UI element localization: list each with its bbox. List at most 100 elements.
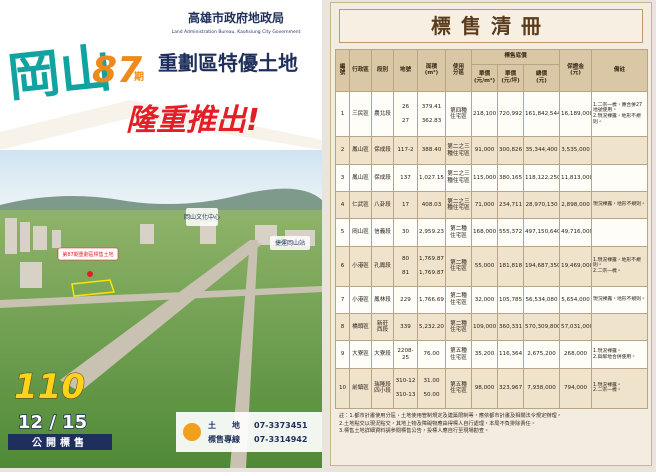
event-bar — [8, 434, 112, 450]
table-cell: 第二種 住宅區 — [445, 245, 472, 287]
event: 公開標售 — [32, 436, 88, 449]
table-cell — [591, 163, 649, 193]
table-row: 6 小港區 孔鳳段 80 81 1,769.87 1,769.87 第二種 住宅區 55,0… — [335, 245, 649, 287]
header-cell: 備註 — [591, 49, 649, 92]
header-cell: 單價 (元/坪) — [497, 63, 524, 92]
table-cell: 1 — [335, 90, 350, 138]
pin — [87, 271, 93, 277]
header-row: 編號 行政區 段別 地號 面積 (m²) 使用 分區 標售底價 保證金 (元) 備註 — [335, 49, 649, 92]
table-cell: 360,331 — [497, 313, 524, 342]
table-cell: 1,766.69 — [417, 285, 446, 315]
table-cell: 第五種 住宅區 — [445, 340, 472, 369]
table-row: 7 小港區 鳳林段 229 1,766.69 第二種 住宅區 32,000 105,785 56… — [335, 285, 649, 315]
table-cell: 300,826 — [497, 136, 524, 165]
table-cell: 234,711 — [497, 191, 524, 220]
table-cell: 268,000 — [559, 340, 593, 369]
table-cell: 5,232.20 — [417, 313, 446, 342]
table-cell: 2 — [335, 136, 350, 165]
table-cell: 7 — [335, 285, 350, 315]
table-row: 10 前鎮區 瑞隆段 四小段 310-12 310-13 31.00 50.00 第五種 … — [335, 367, 649, 410]
table-cell: 30 — [393, 218, 418, 247]
table-cell: 35,200 — [471, 340, 498, 369]
table-cell: 三民區 — [349, 90, 372, 138]
table-cell: 115,000 — [471, 163, 498, 193]
table-cell: 1.二宗一標，應合併27地號使用。 2.現況裸露，地形不規則。 — [591, 90, 649, 138]
table-cell: 仁武區 — [349, 191, 372, 220]
table-cell: 6 — [335, 245, 350, 287]
price-list: 標售清冊 編號 行政區 段別 地號 面積 (m²) 使用 分區 標售底價 保證金 (元) 備註單… — [330, 2, 652, 466]
table-cell: 11,813,000 — [559, 163, 593, 193]
table-row: 2 鳳山區 保成段 117-2 388.40 第二之三 種住宅區 91,000 300,826… — [335, 136, 649, 165]
table-cell: 保成段 — [371, 163, 394, 193]
table-cell: 388.40 — [417, 136, 446, 165]
table-cell: 310-12 310-13 — [393, 367, 418, 410]
table-cell: 鳳山區 — [349, 136, 372, 165]
table-cell: 117-2 — [393, 136, 418, 165]
table-cell: 218,100 — [471, 90, 498, 138]
table-cell: 第二之三 種住宅區 — [445, 191, 472, 220]
table-cell — [591, 313, 649, 342]
header-cell: 使用 分區 — [445, 49, 472, 92]
table-cell: 49,716,000 — [559, 218, 593, 247]
agency-en: Land Administration Bureau, Kaohsiung Ci… — [172, 29, 301, 35]
table-cell: 2,898,000 — [559, 191, 593, 220]
table-cell: 保成段 — [371, 136, 394, 165]
table-cell: 1.現況裸露。 2.與鄰地合併使用。 — [591, 340, 649, 369]
table-row: 3 鳳山區 保成段 137 1,027.15 第二之三 種住宅區 115,000 380,16… — [335, 163, 649, 193]
label-box — [186, 208, 218, 226]
table-cell: 2,959.23 — [417, 218, 446, 247]
phone-icon — [183, 423, 201, 441]
year: 110 — [14, 367, 85, 407]
group-header: 標售底價 — [470, 49, 561, 65]
price-table: 編號 行政區 段別 地號 面積 (m²) 使用 分區 標售底價 保證金 (元) 備註 單價 (元/… — [335, 49, 649, 410]
table-cell: 32,000 — [471, 285, 498, 315]
map-label: 岡山文化中心 — [184, 213, 220, 221]
road — [230, 240, 258, 468]
table-cell: 孔鳳段 — [371, 245, 394, 287]
table-cell: 2,675,200 — [522, 340, 561, 369]
table-cell: 137 — [393, 163, 418, 193]
table-cell: 瑞隆段 四小段 — [371, 367, 394, 410]
table-row: 5 岡山區 信義段 30 2,959.23 第二種 住宅區 168,000 555,372 49… — [335, 218, 649, 247]
header-row: 單價 (元/m²) 單價 (元/坪) 總價 (元) — [336, 63, 648, 92]
table-cell: 現況裸露，地形不規則。 — [591, 191, 649, 220]
table-cell: 80 81 — [393, 245, 418, 287]
table-cell: 497,150,640 — [522, 218, 561, 247]
table-cell: 第二之三 種住宅區 — [445, 136, 472, 165]
table-cell: 323,967 — [497, 367, 524, 410]
land-plot — [71, 279, 116, 297]
table-cell: 31.00 50.00 — [417, 367, 446, 410]
table-cell: 109,000 — [471, 313, 498, 342]
table-cell: 118,122,250 — [522, 163, 561, 193]
table-cell: 116,364 — [497, 340, 524, 369]
table-cell: 信義段 — [371, 218, 394, 247]
table-cell: 229 — [393, 285, 418, 315]
table-cell: 161,842,544 — [522, 90, 561, 138]
header-cell: 總價 (元) — [522, 63, 561, 92]
table-cell: 555,372 — [497, 218, 524, 247]
district: 岡山 — [5, 38, 115, 109]
table-cell: 大寮區 — [349, 340, 372, 369]
table-cell: 9 — [335, 340, 350, 369]
table-cell: 第四種 住宅區 — [445, 90, 472, 138]
table-cell: 大寮段 — [371, 340, 394, 369]
table-cell: 農北段 — [371, 90, 394, 138]
table-cell: 408.03 — [417, 191, 446, 220]
table-cell: 第二種 住宅區 — [445, 313, 472, 342]
table-cell: 19,469,000 — [559, 245, 593, 287]
table-cell: 前鎮區 — [349, 367, 372, 410]
table-row: 8 橋頭區 新莊 西段 339 5,232.20 第二種 住宅區 109,000 360,33… — [335, 313, 649, 342]
table-cell: 98,000 — [471, 367, 498, 410]
table-cell: 第二之三 種住宅區 — [445, 163, 472, 193]
contact-label: 標售專線 — [208, 434, 240, 444]
table-cell: 55,000 — [471, 245, 498, 287]
table-cell: 194,687,350 — [522, 245, 561, 287]
table-cell — [591, 218, 649, 247]
table-cell: 八卦段 — [371, 191, 394, 220]
table-cell — [591, 136, 649, 165]
table-cell: 91,000 — [471, 136, 498, 165]
note: 註：1.都市計畫使用分區、土地使用管制規定及建築限制等，應依都市計畫及相關法令規… — [339, 413, 562, 419]
agency: 高雄市政府地政局 — [188, 10, 284, 25]
mountains — [0, 188, 322, 215]
